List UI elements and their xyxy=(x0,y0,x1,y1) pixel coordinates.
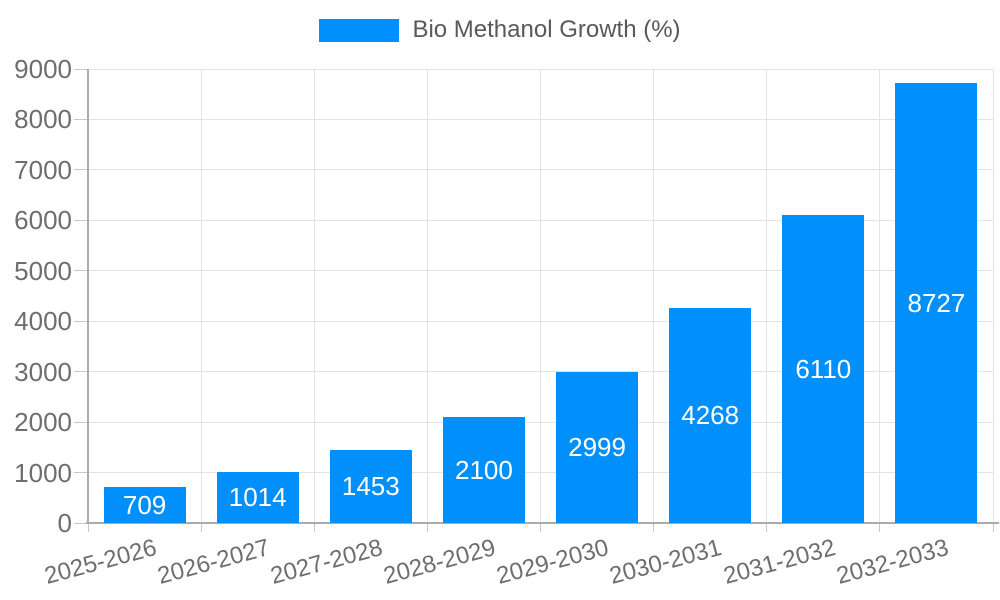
y-axis-tick-label: 2000 xyxy=(14,407,72,438)
bar-value-label: 1453 xyxy=(341,471,400,502)
bar-2027-2028[interactable]: 1453 xyxy=(329,449,412,523)
y-axis-tick-label: 9000 xyxy=(14,54,72,84)
bar-value-label: 2100 xyxy=(455,455,513,486)
v-gridline xyxy=(766,69,768,523)
legend-swatch xyxy=(319,18,400,42)
bar-2028-2029[interactable]: 2100 xyxy=(442,417,525,523)
y-axis-line xyxy=(87,69,89,523)
y-axis-tick xyxy=(74,270,88,272)
v-gridline xyxy=(426,69,428,523)
x-axis-tick xyxy=(540,524,541,532)
y-axis-tick xyxy=(74,371,88,373)
legend-label: Bio Methanol Growth (%) xyxy=(412,16,681,43)
x-axis-tick xyxy=(87,524,89,532)
y-axis-tick xyxy=(74,169,88,171)
bar-2030-2031[interactable]: 4268 xyxy=(669,307,752,523)
x-axis-category-label: 2029-2030 xyxy=(493,534,612,590)
bar-2029-2030[interactable]: 2999 xyxy=(556,371,639,523)
bar-value-label: 8727 xyxy=(907,287,966,318)
v-gridline xyxy=(540,69,541,523)
y-axis-tick-label: 1000 xyxy=(14,457,72,488)
v-gridline xyxy=(200,69,202,523)
y-axis-tick xyxy=(74,472,88,474)
x-axis-line xyxy=(86,522,999,524)
v-gridline xyxy=(313,69,315,523)
x-axis-category-label: 2028-2029 xyxy=(380,534,499,590)
y-axis-tick-label: 7000 xyxy=(14,154,72,185)
y-axis-tick-label: 4000 xyxy=(14,306,72,337)
x-axis-category-label: 2025-2026 xyxy=(41,534,160,590)
x-axis-category-label: 2032-2033 xyxy=(833,534,952,590)
y-axis-tick-label: 0 xyxy=(57,508,72,538)
x-axis-tick xyxy=(879,524,881,532)
y-axis-tick xyxy=(74,421,88,423)
y-axis-tick xyxy=(74,118,88,120)
bar-2031-2032[interactable]: 6110 xyxy=(782,214,865,523)
y-axis-tick xyxy=(74,219,88,221)
x-axis-tick xyxy=(992,524,994,532)
x-axis-category-label: 2026-2027 xyxy=(154,534,273,590)
x-axis-tick xyxy=(766,524,768,532)
x-axis-tick xyxy=(200,524,202,532)
x-axis-category-label: 2030-2031 xyxy=(607,534,725,590)
bar-2032-2033[interactable]: 8727 xyxy=(895,82,978,523)
bar-value-label: 4268 xyxy=(681,400,740,431)
x-axis-tick xyxy=(313,524,315,532)
y-axis-tick xyxy=(74,320,88,322)
v-gridline xyxy=(653,69,655,523)
v-gridline xyxy=(879,69,881,523)
v-gridline xyxy=(992,69,994,523)
bar-value-label: 6110 xyxy=(795,353,852,384)
x-axis-category-label: 2031-2032 xyxy=(720,534,839,590)
y-axis-tick-label: 3000 xyxy=(14,356,72,387)
x-axis-tick xyxy=(653,524,655,532)
bar-2025-2026[interactable]: 709 xyxy=(103,487,186,523)
bar-value-label: 709 xyxy=(122,490,167,521)
y-axis-tick-label: 8000 xyxy=(14,104,72,135)
y-axis-tick xyxy=(74,522,88,524)
bar-2026-2027[interactable]: 1014 xyxy=(216,471,299,523)
x-axis-tick xyxy=(426,524,428,532)
bar-value-label: 1014 xyxy=(228,482,287,513)
y-axis-tick-label: 6000 xyxy=(14,205,72,236)
x-axis-category-label: 2027-2028 xyxy=(267,534,386,590)
y-axis-tick xyxy=(74,68,88,70)
y-axis-tick-label: 5000 xyxy=(14,255,72,286)
legend[interactable]: Bio Methanol Growth (%) xyxy=(0,16,1000,44)
bar-value-label: 2999 xyxy=(568,432,626,463)
